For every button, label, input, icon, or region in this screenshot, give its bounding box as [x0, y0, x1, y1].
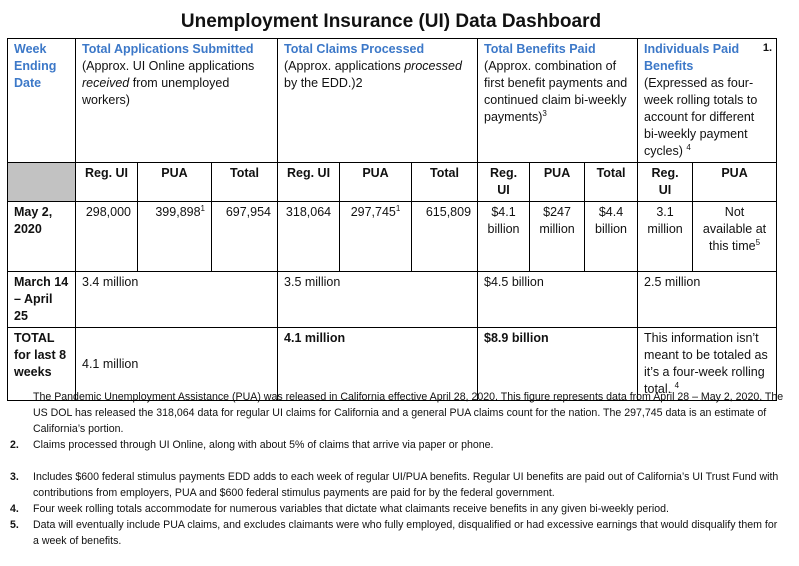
footnote-text: The Pandemic Unemployment Assistance (PU…: [33, 391, 784, 435]
column-note: (Approx. applications: [284, 59, 405, 73]
footnote-ref: 4: [686, 142, 691, 152]
cell: $4.5 billion: [477, 271, 639, 328]
header-cell: Total Benefits Paid (Approx. combination …: [477, 38, 639, 163]
cell: 697,954: [210, 201, 279, 272]
cell: $247 million: [529, 201, 586, 272]
cell: $4.4 billion: [584, 201, 639, 272]
header-cell: 1. Individuals Paid Benefits (Expressed as…: [637, 38, 778, 163]
column-title: Total Claims Processed: [284, 42, 425, 56]
subheader: PUA: [529, 162, 586, 202]
cell-text: Not available at this time: [702, 205, 767, 253]
header-row: Week Ending Date Total Applications Subm…: [7, 38, 778, 163]
subheader: Total: [411, 162, 479, 202]
footnote-ref: 1: [395, 203, 401, 213]
cell: 3.4 million: [74, 271, 279, 328]
blank-cell: [7, 162, 76, 202]
footnote-ref: 1: [200, 203, 205, 213]
header-cell: Week Ending Date: [7, 38, 76, 163]
column-note: from unemployed workers): [82, 76, 230, 107]
footnote-number: 5.: [10, 519, 19, 531]
data-row: May 2, 2020 298,000 399,8981 697,954 318…: [7, 201, 778, 272]
data-row: March 14 – April 25 3.4 million 3.5 mill…: [7, 271, 778, 328]
cell: 4.1 million: [277, 327, 479, 401]
column-title: Individuals Paid Benefits: [644, 42, 740, 73]
footnote-number: 1.: [762, 42, 773, 54]
cell: 615,809: [411, 201, 479, 272]
footnote-text: Includes $600 federal stimulus payments …: [33, 471, 779, 499]
footnote-ref: 3: [542, 108, 547, 118]
footnote-text: Data will eventually include PUA claims,…: [33, 519, 778, 547]
footnote-ref: 5: [755, 237, 761, 247]
column-note: (Approx. combination of first benefit pa…: [484, 59, 628, 124]
cell-text: 297,745: [350, 205, 396, 219]
cell: 297,7451: [339, 201, 413, 272]
cell: $8.9 billion: [477, 327, 639, 401]
column-note: (Approx. UI Online applications: [82, 59, 255, 73]
subheader: Reg. UI: [75, 162, 138, 202]
cell-text: This information isn’t meant to be total…: [644, 331, 768, 396]
cell: 4.1 million: [74, 327, 279, 401]
footnote-number: 2.: [10, 439, 19, 451]
cell: This information isn’t meant to be total…: [637, 327, 778, 401]
footnote-number: 4.: [10, 503, 19, 515]
cell: 3.1 million: [637, 201, 694, 272]
row-label: March 14 – April 25: [7, 271, 76, 328]
subheader: Reg. UI: [637, 162, 694, 202]
subheader-row: Reg. UI PUA Total Reg. UI PUA Total Reg.…: [7, 162, 778, 202]
footnote-text: Claims processed through UI Online, alon…: [33, 439, 494, 451]
subheader: Reg. UI: [277, 162, 341, 202]
cell: 298,000: [75, 201, 138, 272]
footnote: 2. Claims processed through UI Online, al…: [8, 437, 786, 453]
footnote-text: Four week rolling totals accommodate for…: [33, 503, 669, 515]
column-note: (Expressed as four-week rolling totals t…: [644, 76, 758, 158]
footnote-number: 3.: [10, 471, 19, 483]
subheader: PUA: [692, 162, 778, 202]
footnote: 4. Four week rolling totals accommodate f…: [8, 501, 786, 517]
header-cell: Total Claims Processed (Approx. applicati…: [277, 38, 479, 163]
column-note-emphasis: received: [82, 76, 130, 90]
data-table: Week Ending Date Total Applications Subm…: [7, 38, 778, 401]
cell-text: 399,898: [155, 205, 201, 219]
cell: 3.5 million: [277, 271, 479, 328]
column-title: Total Benefits Paid: [484, 42, 596, 56]
footnote: The Pandemic Unemployment Assistance (PU…: [8, 389, 786, 437]
cell: $4.1 billion: [477, 201, 531, 272]
subheader: Reg. UI: [477, 162, 531, 202]
column-title: Total Applications Submitted: [82, 42, 254, 56]
footnote: 3. Includes $600 federal stimulus payment…: [8, 469, 786, 501]
column-note-emphasis: processed: [404, 59, 462, 73]
cell: 2.5 million: [637, 271, 778, 328]
column-note: by the EDD.)2: [284, 76, 363, 90]
footnotes: The Pandemic Unemployment Assistance (PU…: [8, 389, 786, 549]
cell: 399,8981: [137, 201, 212, 272]
data-row: TOTAL for last 8 weeks 4.1 million 4.1 m…: [7, 327, 778, 401]
subheader: Total: [584, 162, 639, 202]
row-label: TOTAL for last 8 weeks: [7, 327, 76, 401]
header-cell: Total Applications Submitted (Approx. UI …: [74, 38, 279, 163]
subheader: PUA: [137, 162, 212, 202]
row-label: May 2, 2020: [7, 201, 76, 272]
cell: Not available at this time5: [692, 201, 778, 272]
column-title: Week Ending Date: [14, 42, 57, 90]
title: Unemployment Insurance (UI) Data Dashboa…: [180, 11, 602, 32]
footnote-ref: 4: [674, 380, 680, 390]
subheader: PUA: [339, 162, 413, 202]
footnote: 5. Data will eventually include PUA claim…: [8, 517, 786, 549]
cell: 318,064: [277, 201, 341, 272]
subheader: Total: [210, 162, 279, 202]
